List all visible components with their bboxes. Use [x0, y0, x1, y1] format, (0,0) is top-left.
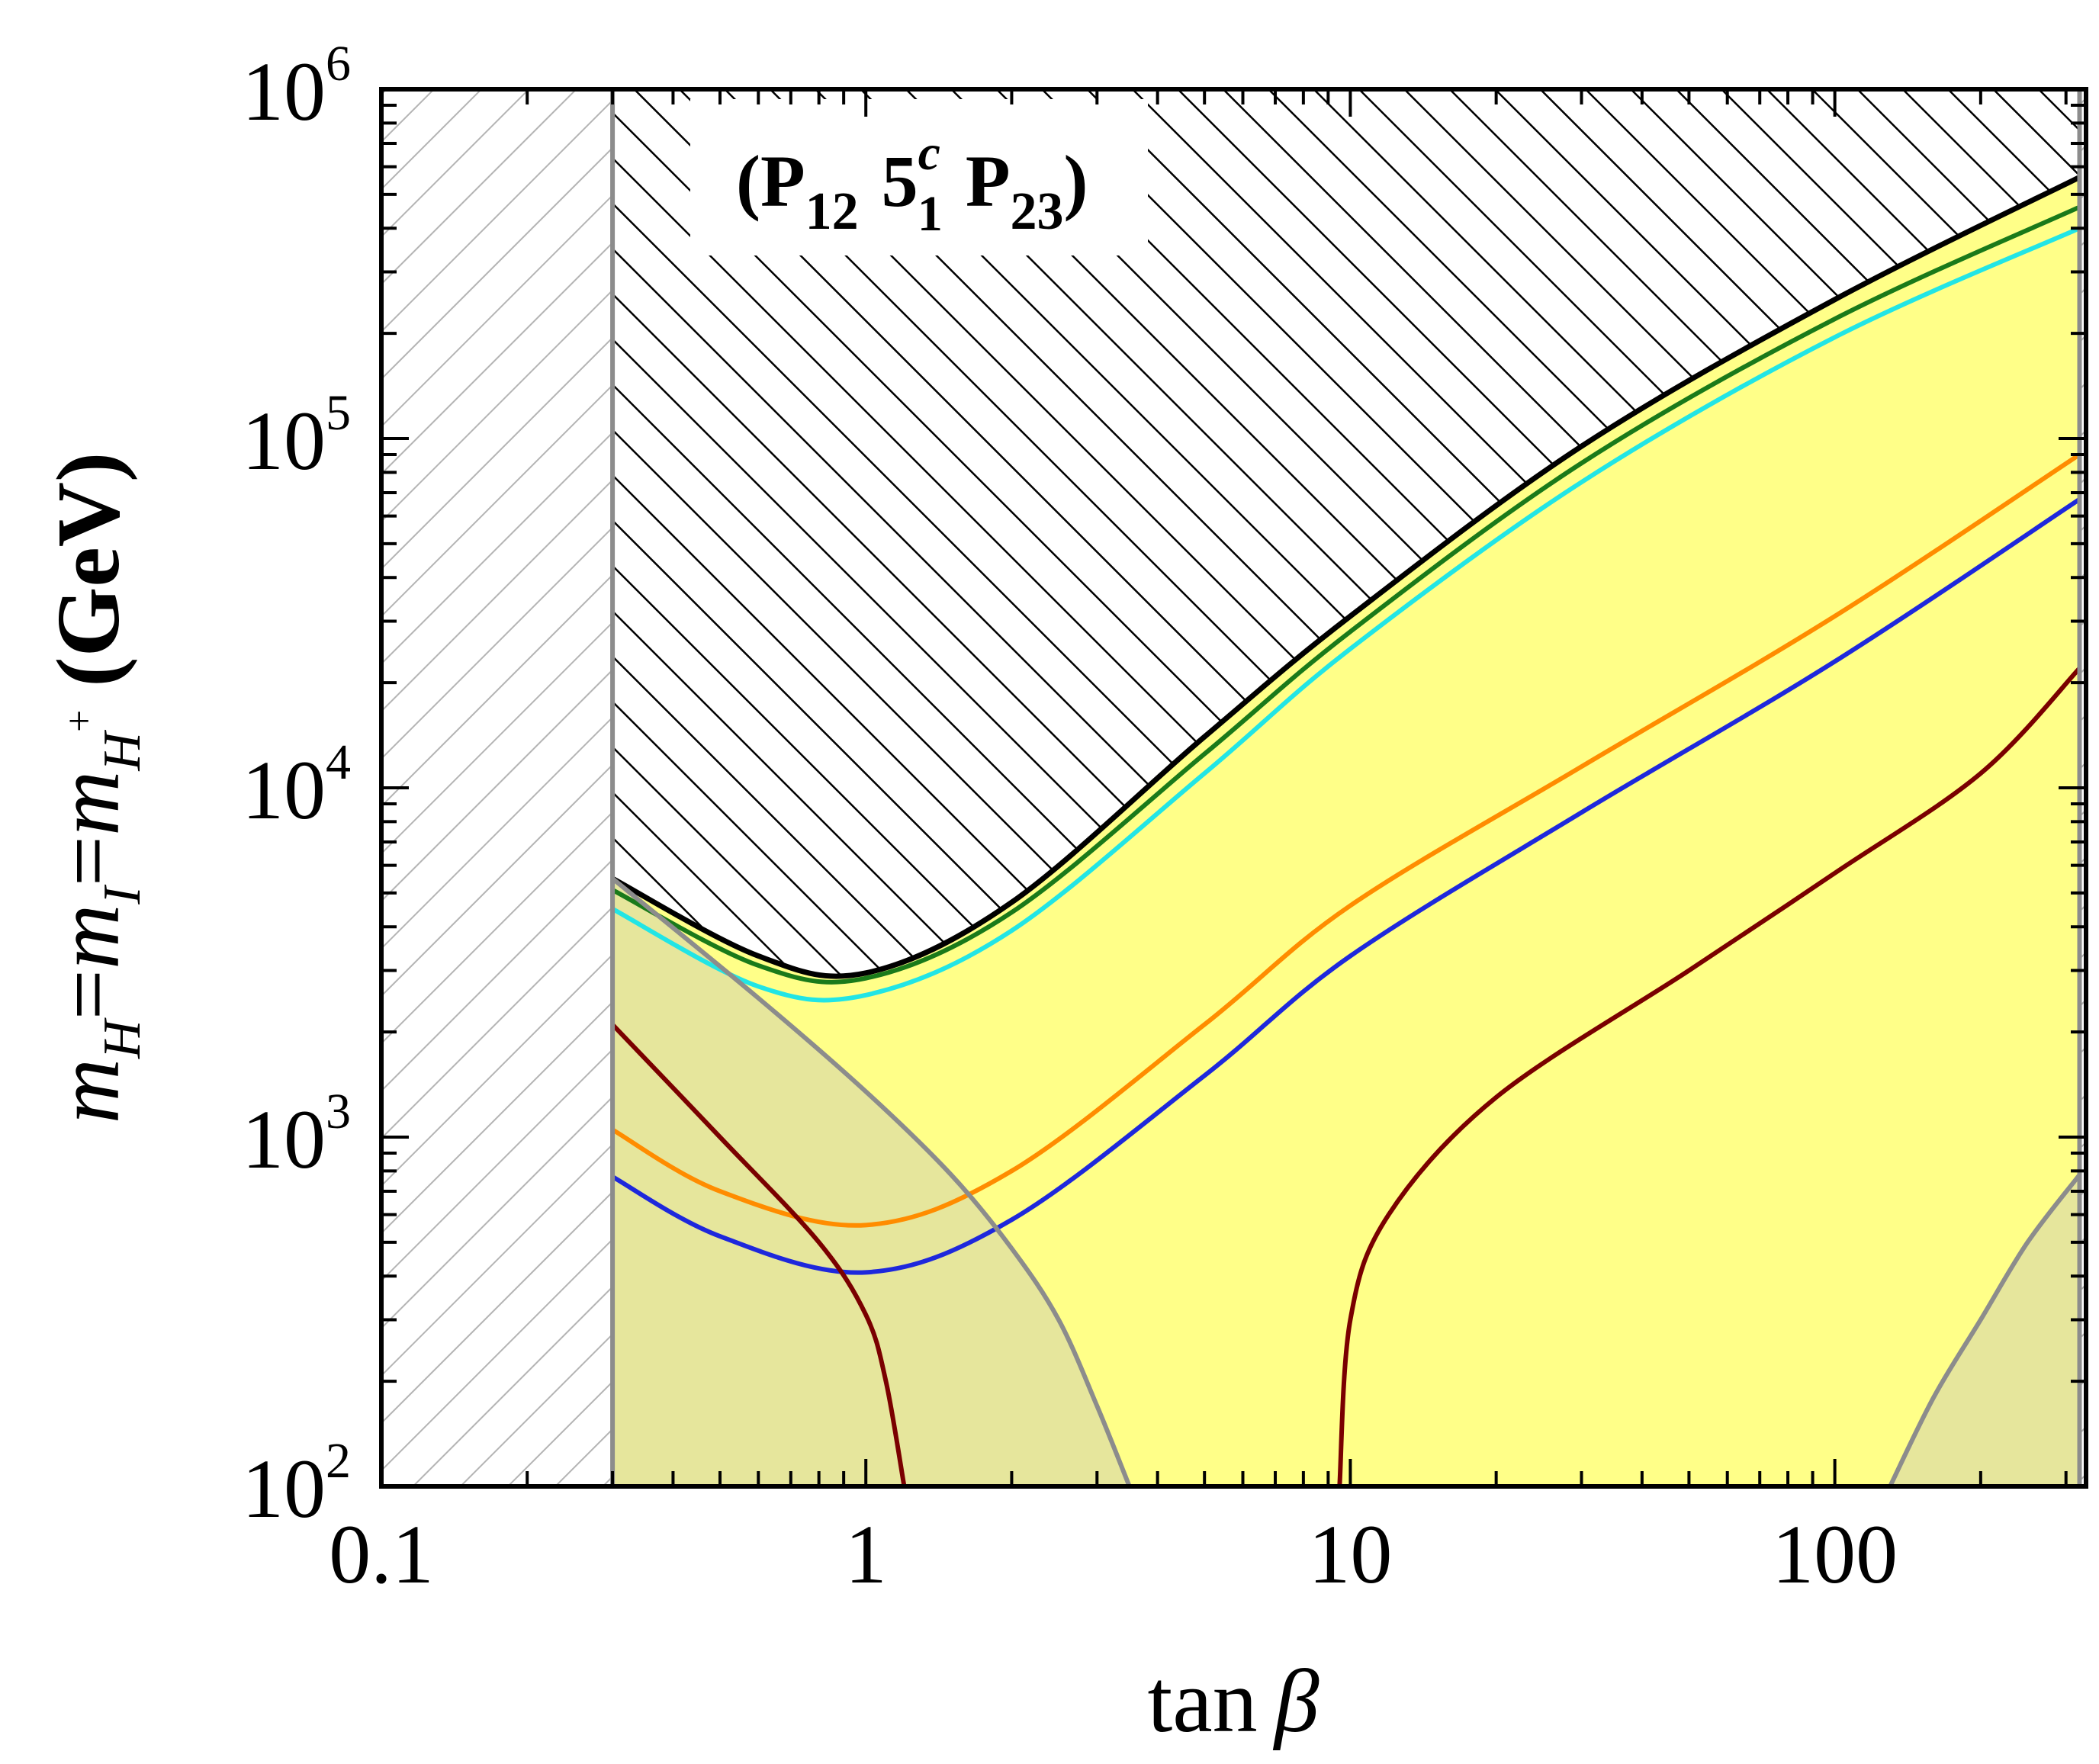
y-axis-title: mH=mI=mH+(GeV) [38, 452, 152, 1124]
gray-region-left [612, 878, 1130, 1486]
title-p12-sub: 12 [805, 182, 859, 241]
series-darkred-right [1337, 667, 2081, 1486]
y-title-m1: m [38, 1059, 138, 1123]
y-title-s3: H [93, 730, 152, 772]
y-tick-label: 104 [242, 734, 351, 837]
y-title-sup3: + [58, 710, 101, 732]
series-darkred-left [610, 1023, 907, 1486]
title-five: 5 [882, 140, 918, 222]
x-tick-label: 1 [845, 1508, 887, 1601]
series-gray-left [611, 876, 1132, 1486]
title-five-sub: 1 [918, 186, 943, 242]
y-tick-label: 103 [242, 1084, 351, 1186]
series-cyan [611, 226, 2081, 1003]
tick-marks [380, 88, 2086, 1488]
series-gray-right [1888, 1173, 2081, 1486]
excluded-region-left [381, 89, 613, 1486]
title-p23-sub: 23 [1011, 182, 1064, 241]
y-title-eq2: = [38, 836, 138, 887]
y-title-unit: (GeV) [38, 452, 138, 687]
x-tick-label: 100 [1772, 1508, 1898, 1601]
series-orange [611, 452, 2081, 1228]
plot-area [381, 89, 2086, 1486]
x-axis-title: tan β [1148, 1651, 1320, 1751]
upper-excluded-region [612, 89, 2080, 977]
title-box [690, 99, 1148, 255]
y-tick-label: 102 [242, 1433, 351, 1535]
x-axis-title-symbol: β [1273, 1651, 1320, 1751]
title-p12: P [760, 140, 805, 222]
chart-title: (P12 5c 1 P23) [736, 125, 1088, 242]
y-tick-label: 106 [242, 36, 351, 138]
series-upper-boundary [611, 175, 2081, 979]
y-title-eq1: = [38, 969, 138, 1020]
title-close: ) [1064, 140, 1088, 222]
y-title-s1: H [93, 1017, 152, 1059]
y-title-s2: I [93, 884, 152, 905]
x-axis-title-text: tan [1148, 1651, 1258, 1751]
series-layer [610, 175, 2081, 1486]
y-tick-label: 105 [242, 385, 351, 487]
gray-region-right [1890, 1174, 2080, 1486]
y-title-m3: m [38, 771, 138, 836]
y-title-m2: m [38, 904, 138, 969]
series-blue [611, 497, 2081, 1275]
x-tick-label: 0.1 [329, 1508, 434, 1601]
title-five-sup: c [918, 125, 940, 181]
title-open: ( [736, 140, 760, 222]
title-p23: P [966, 140, 1011, 222]
x-tick-label: 10 [1308, 1508, 1392, 1601]
tick-labels: 0.1 1 10 100 102 103 104 105 106 [242, 36, 1898, 1601]
series-green [611, 204, 2081, 985]
